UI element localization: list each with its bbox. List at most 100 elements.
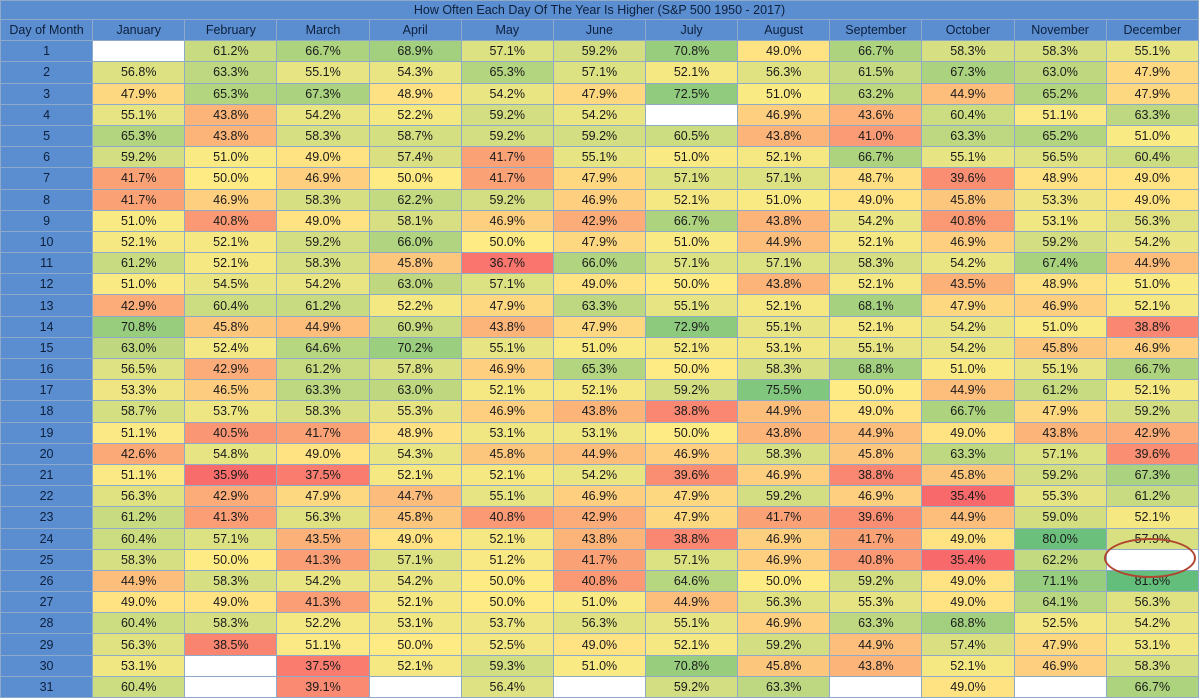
heat-cell: 49.0% <box>921 569 1015 593</box>
heat-cell: 46.9% <box>737 527 831 550</box>
heat-cell: 58.7% <box>92 400 186 423</box>
heat-cell: 43.8% <box>1013 421 1107 444</box>
row-label: 18 <box>0 400 94 423</box>
heat-cell: 55.1% <box>921 146 1015 169</box>
heat-cell: 60.4% <box>92 612 186 635</box>
heat-cell: 58.3% <box>737 442 831 465</box>
heat-cell: 50.0% <box>644 421 739 444</box>
heat-cell: 48.9% <box>368 421 462 444</box>
heat-cell: 52.1% <box>368 591 462 614</box>
heat-cell: 47.9% <box>92 82 186 105</box>
heat-cell: 47.9% <box>552 315 646 338</box>
row-label: 20 <box>0 442 94 465</box>
heat-cell: 41.3% <box>276 591 370 614</box>
heat-cell: 66.7% <box>829 40 923 63</box>
heat-cell: 57.9% <box>1105 527 1199 550</box>
heat-cell: 35.9% <box>184 463 278 487</box>
heat-cell: 41.7% <box>829 527 923 550</box>
heat-cell: 50.0% <box>368 167 462 190</box>
heat-cell: 62.2% <box>368 188 462 211</box>
column-header-january: January <box>92 18 186 42</box>
heat-cell: 65.2% <box>1013 82 1107 105</box>
heat-cell: 43.6% <box>829 103 923 126</box>
column-header-august: August <box>737 18 831 42</box>
heat-cell: 52.1% <box>1105 506 1199 529</box>
table-row: 18 58.7% 53.7% 58.3% 55.3% 46.9% 43.8% 38.8% 44.… <box>0 400 1199 423</box>
heat-cell: 59.2% <box>829 569 923 593</box>
heat-cell: 72.5% <box>644 82 739 105</box>
heat-cell: 53.3% <box>1013 188 1107 211</box>
row-label: 19 <box>0 421 94 444</box>
heat-cell: 52.1% <box>460 527 554 550</box>
heat-cell: 58.7% <box>368 124 462 148</box>
table-row: 19 51.1% 40.5% 41.7% 48.9% 53.1% 53.1% 50.0% 43.… <box>0 421 1199 444</box>
heat-cell: 59.2% <box>1013 463 1107 487</box>
heat-cell: 52.1% <box>644 188 739 211</box>
table-row: 12 51.0% 54.5% 54.2% 63.0% 57.1% 49.0% 50.0% 43.… <box>0 273 1199 296</box>
heat-cell: 45.8% <box>1013 336 1107 360</box>
heat-cell: 61.2% <box>92 506 186 529</box>
heat-cell: 54.8% <box>184 442 278 465</box>
empty-cell <box>644 103 739 126</box>
heat-cell: 59.2% <box>92 146 186 169</box>
heat-cell: 43.8% <box>737 124 831 148</box>
heat-cell: 51.1% <box>1013 103 1107 126</box>
row-label: 24 <box>0 527 94 550</box>
heat-cell: 44.9% <box>552 442 646 465</box>
heat-cell: 67.3% <box>1105 463 1199 487</box>
heat-cell: 68.9% <box>368 40 462 63</box>
row-label: 2 <box>0 61 94 84</box>
heat-cell: 63.3% <box>184 61 278 84</box>
row-label: 4 <box>0 103 94 126</box>
heat-cell: 57.1% <box>644 167 739 190</box>
table-row: 5 65.3% 43.8% 58.3% 58.7% 59.2% 59.2% 60.5% 43.8… <box>0 124 1199 148</box>
heat-cell: 39.6% <box>829 506 923 529</box>
heat-cell: 58.3% <box>276 188 370 211</box>
heat-cell: 44.9% <box>829 633 923 656</box>
heat-cell: 54.2% <box>1105 230 1199 254</box>
heat-cell: 59.2% <box>737 485 831 508</box>
row-header-label: Day of Month <box>0 18 94 42</box>
heat-cell: 50.0% <box>184 548 278 571</box>
table-row: 4 55.1% 43.8% 54.2% 52.2% 59.2% 54.2% 46.9% 43.6… <box>0 103 1199 126</box>
heat-cell: 42.6% <box>92 442 186 465</box>
heat-cell: 50.0% <box>829 379 923 402</box>
row-label: 16 <box>0 357 94 381</box>
heat-cell: 50.0% <box>737 569 831 593</box>
heat-cell: 47.9% <box>921 294 1015 317</box>
heat-cell: 54.2% <box>1105 612 1199 635</box>
heat-cell: 43.8% <box>737 209 831 232</box>
empty-cell <box>92 40 186 63</box>
table-row: 10 52.1% 52.1% 59.2% 66.0% 50.0% 47.9% 51.0% 44.… <box>0 230 1199 254</box>
heat-cell: 50.0% <box>460 230 554 254</box>
heat-cell: 70.8% <box>92 315 186 338</box>
heat-cell: 41.0% <box>829 124 923 148</box>
heat-cell: 55.1% <box>552 146 646 169</box>
heat-cell: 60.4% <box>92 527 186 550</box>
heat-cell: 61.2% <box>1105 485 1199 508</box>
heat-cell: 53.1% <box>552 421 646 444</box>
heat-cell: 52.1% <box>368 463 462 487</box>
heat-cell: 45.8% <box>368 252 462 275</box>
heat-cell: 55.1% <box>460 485 554 508</box>
row-label: 6 <box>0 146 94 169</box>
table-row: 11 61.2% 52.1% 58.3% 45.8% 36.7% 66.0% 57.1% 57.… <box>0 252 1199 275</box>
heat-cell: 53.1% <box>1013 209 1107 232</box>
table-row: 23 61.2% 41.3% 56.3% 45.8% 40.8% 42.9% 47.9% 41.… <box>0 506 1199 529</box>
heat-cell: 45.8% <box>184 315 278 338</box>
heat-cell: 49.0% <box>276 209 370 232</box>
heat-cell: 43.8% <box>737 421 831 444</box>
heat-cell: 64.1% <box>1013 591 1107 614</box>
column-header-may: May <box>460 18 554 42</box>
heat-cell: 35.4% <box>921 548 1015 571</box>
heat-cell: 66.7% <box>829 146 923 169</box>
column-header-february: February <box>184 18 278 42</box>
heat-cell: 52.1% <box>460 379 554 402</box>
heat-cell: 63.3% <box>737 675 831 698</box>
heat-cell: 40.8% <box>921 209 1015 232</box>
heat-cell: 68.8% <box>829 357 923 381</box>
heat-cell: 51.1% <box>92 421 186 444</box>
heat-cell: 59.0% <box>1013 506 1107 529</box>
heat-cell: 61.2% <box>276 357 370 381</box>
heat-cell: 41.7% <box>460 167 554 190</box>
